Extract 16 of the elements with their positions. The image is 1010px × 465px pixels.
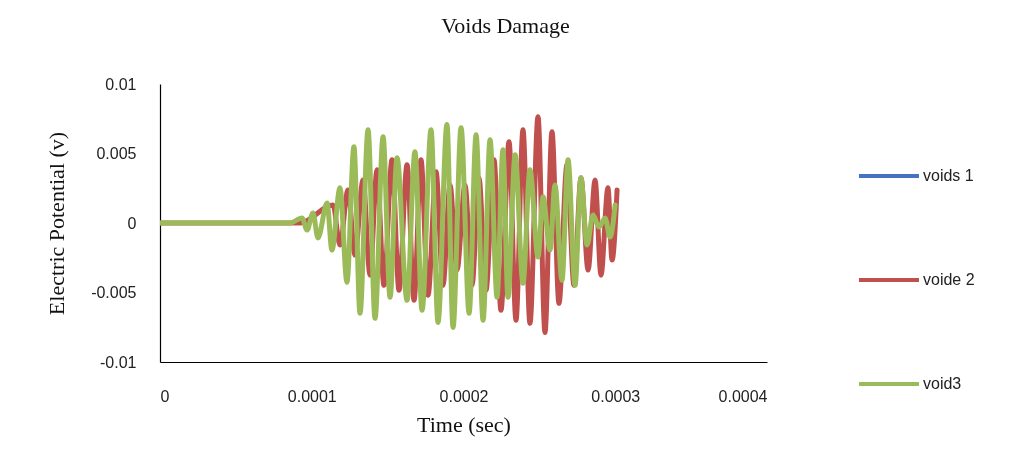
x-tick-label: 0.0001	[287, 387, 337, 405]
x-tick-label: 0.0004	[718, 387, 768, 405]
y-tick-label: -0.01	[100, 353, 137, 371]
x-tick-label: 0.0003	[591, 387, 641, 405]
legend-label: void3	[923, 375, 962, 392]
x-tick-label: 0.0002	[439, 387, 489, 405]
chart-title: Voids Damage	[441, 13, 570, 38]
x-tick-label: 0	[160, 387, 170, 405]
legend-label: voids 1	[923, 167, 974, 184]
y-axis-title: Electric Potential (v)	[44, 131, 70, 316]
y-tick-label: 0	[127, 214, 137, 232]
y-tick-label: 0.005	[96, 145, 137, 162]
x-axis-title: Time (sec)	[417, 411, 511, 437]
y-tick-label: -0.005	[91, 284, 137, 301]
legend-label: voide 2	[923, 271, 975, 288]
y-tick-label: 0.01	[105, 75, 137, 93]
